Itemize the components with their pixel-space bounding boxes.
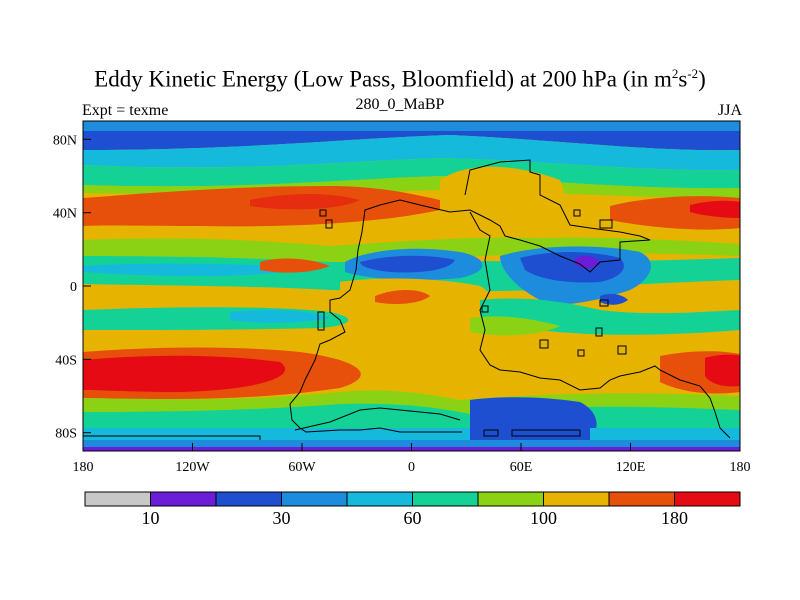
x-tick-label: 0	[408, 460, 415, 475]
colorbar-swatch	[281, 491, 348, 507]
y-tick-label: 40N	[53, 207, 77, 222]
plot-title: Eddy Kinetic Energy (Low Pass, Bloomfiel…	[94, 66, 706, 92]
colorbar-label: 30	[272, 508, 291, 528]
colorbar-label: 60	[403, 508, 422, 528]
x-axis: 180 120W 60W 0 60E 120E 180	[73, 443, 751, 475]
x-tick-label: 60E	[510, 460, 533, 475]
colorbar-swatch	[477, 491, 544, 507]
colorbar-label: 10	[141, 508, 160, 528]
colorbar-swatch	[84, 491, 151, 507]
season-label: JJA	[717, 102, 742, 119]
y-tick-label: 80S	[55, 427, 77, 442]
colorbar-swatch	[608, 491, 675, 507]
colorbar-swatch	[346, 491, 413, 507]
x-tick-label: 60W	[288, 460, 316, 475]
colorbar-label: 180	[661, 508, 688, 528]
x-tick-label: 180	[730, 460, 751, 475]
y-tick-label: 0	[70, 280, 77, 295]
x-tick-label: 180	[73, 460, 94, 475]
colorbar-swatch	[412, 491, 479, 507]
colorbar-swatch	[674, 491, 741, 507]
x-tick-label: 120E	[616, 460, 646, 475]
colorbar-swatch	[215, 491, 282, 507]
case-label: 280_0_MaBP	[355, 96, 445, 113]
continent-outlines	[83, 159, 731, 440]
colorbar-label: 100	[530, 508, 557, 528]
eke-field	[83, 121, 740, 451]
colorbar-swatch	[543, 491, 610, 507]
experiment-label: Expt = texme	[82, 102, 169, 119]
colorbar	[84, 491, 741, 507]
colorbar-swatch	[150, 491, 217, 507]
y-tick-label: 80N	[53, 133, 77, 148]
y-axis: 80N 40N 0 40S 80S	[53, 133, 91, 442]
x-tick-label: 120W	[175, 460, 210, 475]
y-tick-label: 40S	[55, 353, 77, 368]
